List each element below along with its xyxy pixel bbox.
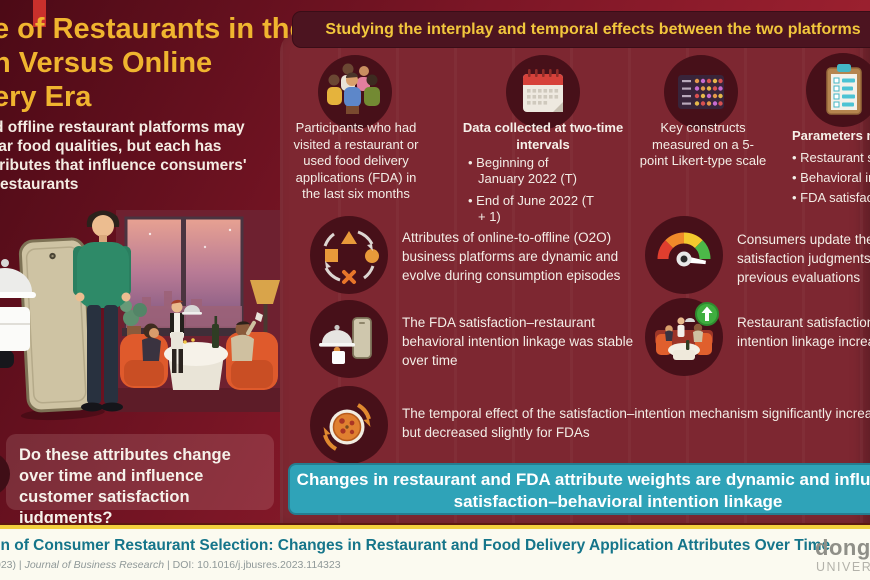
finding-update-judgments: Consumers update their satisfaction judg… [737,232,870,285]
finding-restaurant-increase: Restaurant satisfaction–behavioral inten… [737,315,870,349]
page-title-line: n Versus Online [0,47,213,79]
parameters-circle [806,53,870,127]
gauge-icon [657,232,711,267]
question-text: Do these attributes change over time and… [19,446,231,527]
citation-doi: | DOI: 10.1016/j.jbusres.2023.114323 [164,559,341,571]
conclusion-banner: Changes in restaurant and FDA attribute … [288,463,870,515]
question-box: Do these attributes change over time and… [0,434,274,527]
university-logo-subtitle: UNIVERSITY [816,560,870,574]
calendar-icon [523,69,563,112]
constructs-text: Key constructs measured on a 5-point Lik… [639,120,767,168]
bullet-item: Behavioral intention [792,170,870,186]
bullet-item: Beginning of January 2022 (T) [468,155,596,187]
finding-o2o-dynamic: Attributes of online-to-offline (O2O) bu… [402,230,621,283]
gold-divider [0,523,870,531]
cycle-attributes-icon [323,230,379,284]
update-judgments-circle [645,216,723,294]
data-collection-circle [506,55,580,129]
cloche-phone-icon [319,317,372,364]
data-collection-bullets: Beginning of January 2022 (T) End of Jun… [468,155,596,231]
university-logo: dongguk [815,535,870,560]
finding-fda-stable: The FDA satisfaction–restaurant behavior… [402,315,634,368]
header-banner: Studying the interplay and temporal effe… [292,11,870,48]
bullet-item: FDA satisfaction [792,190,870,206]
conclusion-line: satisfaction–behavioral intention linkag… [453,492,783,511]
intro-text: d offline restaurant platforms may lar f… [0,118,247,194]
intro-line: restaurants [0,176,79,193]
bullet-item: Restaurant satisfaction [792,150,870,166]
page-title: e of Restaurants in the n Versus Online … [0,12,306,114]
header-banner-text: Studying the interplay and temporal effe… [325,20,861,38]
intro-line: d offline restaurant platforms may [0,119,245,136]
intro-line: tributes that influence consumers' [0,157,247,174]
parameters-heading: Parameters measured [792,128,870,143]
footer: on of Consumer Restaurant Selection: Cha… [0,529,870,580]
parameters-bullets: Restaurant satisfaction Behavioral inten… [792,150,870,210]
participants-circle [318,55,392,129]
page-title-line: e of Restaurants in the [0,13,306,45]
checklist-clipboard-icon [826,64,862,115]
conclusion-line: Changes in restaurant and FDA attribute … [296,470,870,489]
bullet-item: End of June 2022 (T + 1) [468,193,596,225]
constructs-circle [664,55,738,129]
citation-prefix: 023) | [0,559,22,571]
people-group-icon [327,63,380,114]
page-title-line: ery Era [0,81,92,113]
restaurant-increase-circle [645,298,723,376]
o2o-dynamic-circle [310,216,388,294]
fda-stable-circle [310,300,388,378]
likert-grid-icon [678,75,724,109]
question-mark-icon [0,452,10,496]
participants-text: Participants who had visited a restauran… [293,120,419,201]
temporal-effect-circle [310,386,388,464]
pizza-cycle-icon [323,403,371,451]
paper-title: on of Consumer Restaurant Selection: Cha… [0,537,831,554]
data-collection-heading: Data collected at two-time intervals [462,120,624,152]
restaurant-up-icon [655,302,719,360]
dinein-vs-delivery-illustration [0,210,280,421]
intro-line: lar food qualities, but each has [0,138,222,155]
decor-red-tab [33,0,46,27]
finding-temporal-effect: The temporal effect of the satisfaction–… [402,406,870,440]
citation: 023) | Journal of Business Research | DO… [0,559,341,571]
citation-journal: Journal of Business Research [24,559,165,571]
